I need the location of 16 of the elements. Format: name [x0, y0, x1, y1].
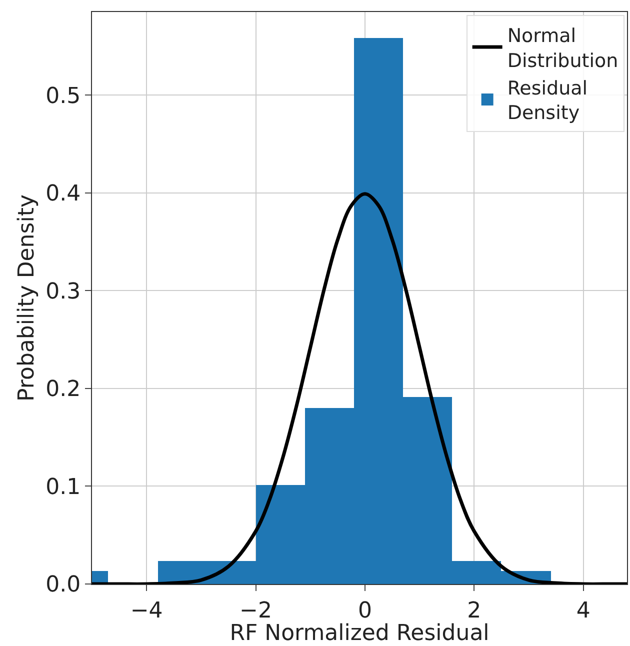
y-tick-label: 0.2	[46, 377, 81, 402]
x-axis-title: RF Normalized Residual	[230, 621, 490, 646]
y-tick-label: 0.3	[46, 279, 81, 304]
y-tick-label: 0.5	[46, 84, 81, 109]
x-tick-label: 4	[576, 598, 590, 624]
x-tick-label: −4	[130, 598, 163, 624]
x-tick-label: 2	[467, 598, 482, 624]
legend-label: Normal Distribution	[507, 25, 618, 72]
y-tick-label: 0.1	[46, 474, 81, 500]
line-series	[92, 192, 627, 584]
y-axis-title: Probability Density	[14, 194, 40, 402]
x-tick-label: 0	[358, 598, 372, 624]
legend-label: Residual Density	[507, 78, 588, 124]
y-tick-label: 0.4	[46, 182, 81, 207]
y-tick-label: 0.0	[46, 572, 81, 598]
x-tick-label: −2	[240, 598, 272, 624]
